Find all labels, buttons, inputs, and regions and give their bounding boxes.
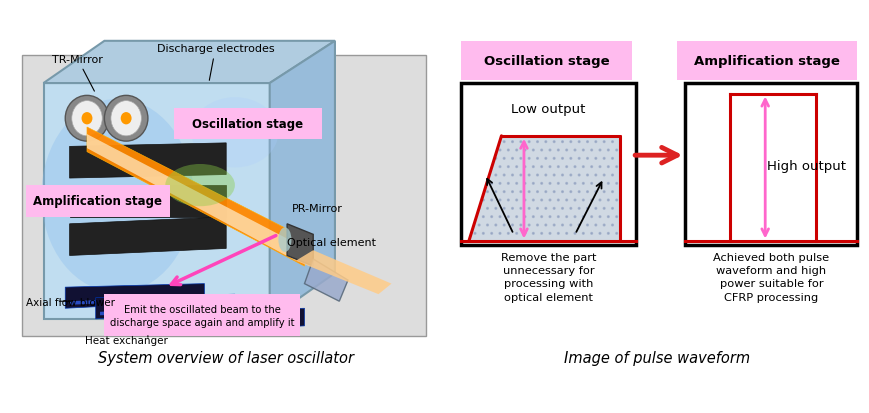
Polygon shape	[70, 296, 196, 305]
Ellipse shape	[42, 100, 194, 293]
Ellipse shape	[71, 102, 103, 136]
Polygon shape	[130, 301, 269, 326]
Ellipse shape	[191, 98, 278, 168]
Ellipse shape	[278, 228, 291, 252]
Polygon shape	[70, 217, 226, 256]
Bar	[104, 294, 300, 337]
Text: TR-Mirror: TR-Mirror	[52, 55, 103, 92]
Ellipse shape	[104, 96, 148, 142]
Text: Low output: Low output	[511, 102, 585, 115]
Polygon shape	[468, 136, 620, 242]
Text: System overview of laser oscillator: System overview of laser oscillator	[98, 350, 354, 365]
Bar	[26, 186, 169, 217]
Text: PR-Mirror: PR-Mirror	[291, 204, 342, 214]
Text: Amplification stage: Amplification stage	[693, 55, 839, 67]
Polygon shape	[269, 42, 335, 319]
Text: Heat exchanger: Heat exchanger	[84, 336, 168, 346]
Text: Emit the oscillated beam to the
discharge space again and amplify it: Emit the oscillated beam to the discharg…	[109, 304, 295, 327]
Polygon shape	[135, 314, 261, 323]
Polygon shape	[100, 307, 226, 316]
Ellipse shape	[82, 113, 92, 125]
Polygon shape	[43, 42, 335, 84]
Polygon shape	[287, 224, 313, 266]
Bar	[174, 108, 322, 140]
Polygon shape	[96, 294, 235, 319]
Bar	[22, 56, 426, 337]
Ellipse shape	[121, 113, 131, 125]
Text: Image of pulse waveform: Image of pulse waveform	[563, 350, 749, 365]
Bar	[460, 84, 636, 245]
Polygon shape	[87, 135, 295, 261]
Text: Optical element: Optical element	[287, 237, 375, 247]
Polygon shape	[304, 259, 348, 301]
Polygon shape	[43, 84, 269, 319]
Ellipse shape	[111, 102, 142, 136]
Text: Achieved both pulse
waveform and high
power suitable for
CFRP processing: Achieved both pulse waveform and high po…	[713, 252, 828, 302]
Text: High output: High output	[766, 160, 845, 173]
Text: Remove the part
unnecessary for
processing with
optical element: Remove the part unnecessary for processi…	[501, 252, 595, 302]
Bar	[460, 42, 632, 81]
Ellipse shape	[65, 96, 109, 142]
Bar	[685, 84, 856, 245]
Bar	[677, 42, 856, 81]
Polygon shape	[295, 251, 391, 294]
Text: Discharge electrodes: Discharge electrodes	[156, 44, 274, 81]
Polygon shape	[87, 128, 304, 266]
Polygon shape	[65, 284, 204, 309]
Ellipse shape	[165, 164, 235, 206]
Text: Oscillation stage: Oscillation stage	[483, 55, 608, 67]
Text: Axial flow blower: Axial flow blower	[26, 297, 115, 307]
Polygon shape	[70, 143, 226, 178]
Polygon shape	[169, 321, 295, 330]
Polygon shape	[165, 309, 304, 333]
Polygon shape	[70, 185, 226, 217]
Text: Oscillation stage: Oscillation stage	[192, 118, 303, 131]
Text: Amplification stage: Amplification stage	[33, 195, 163, 208]
